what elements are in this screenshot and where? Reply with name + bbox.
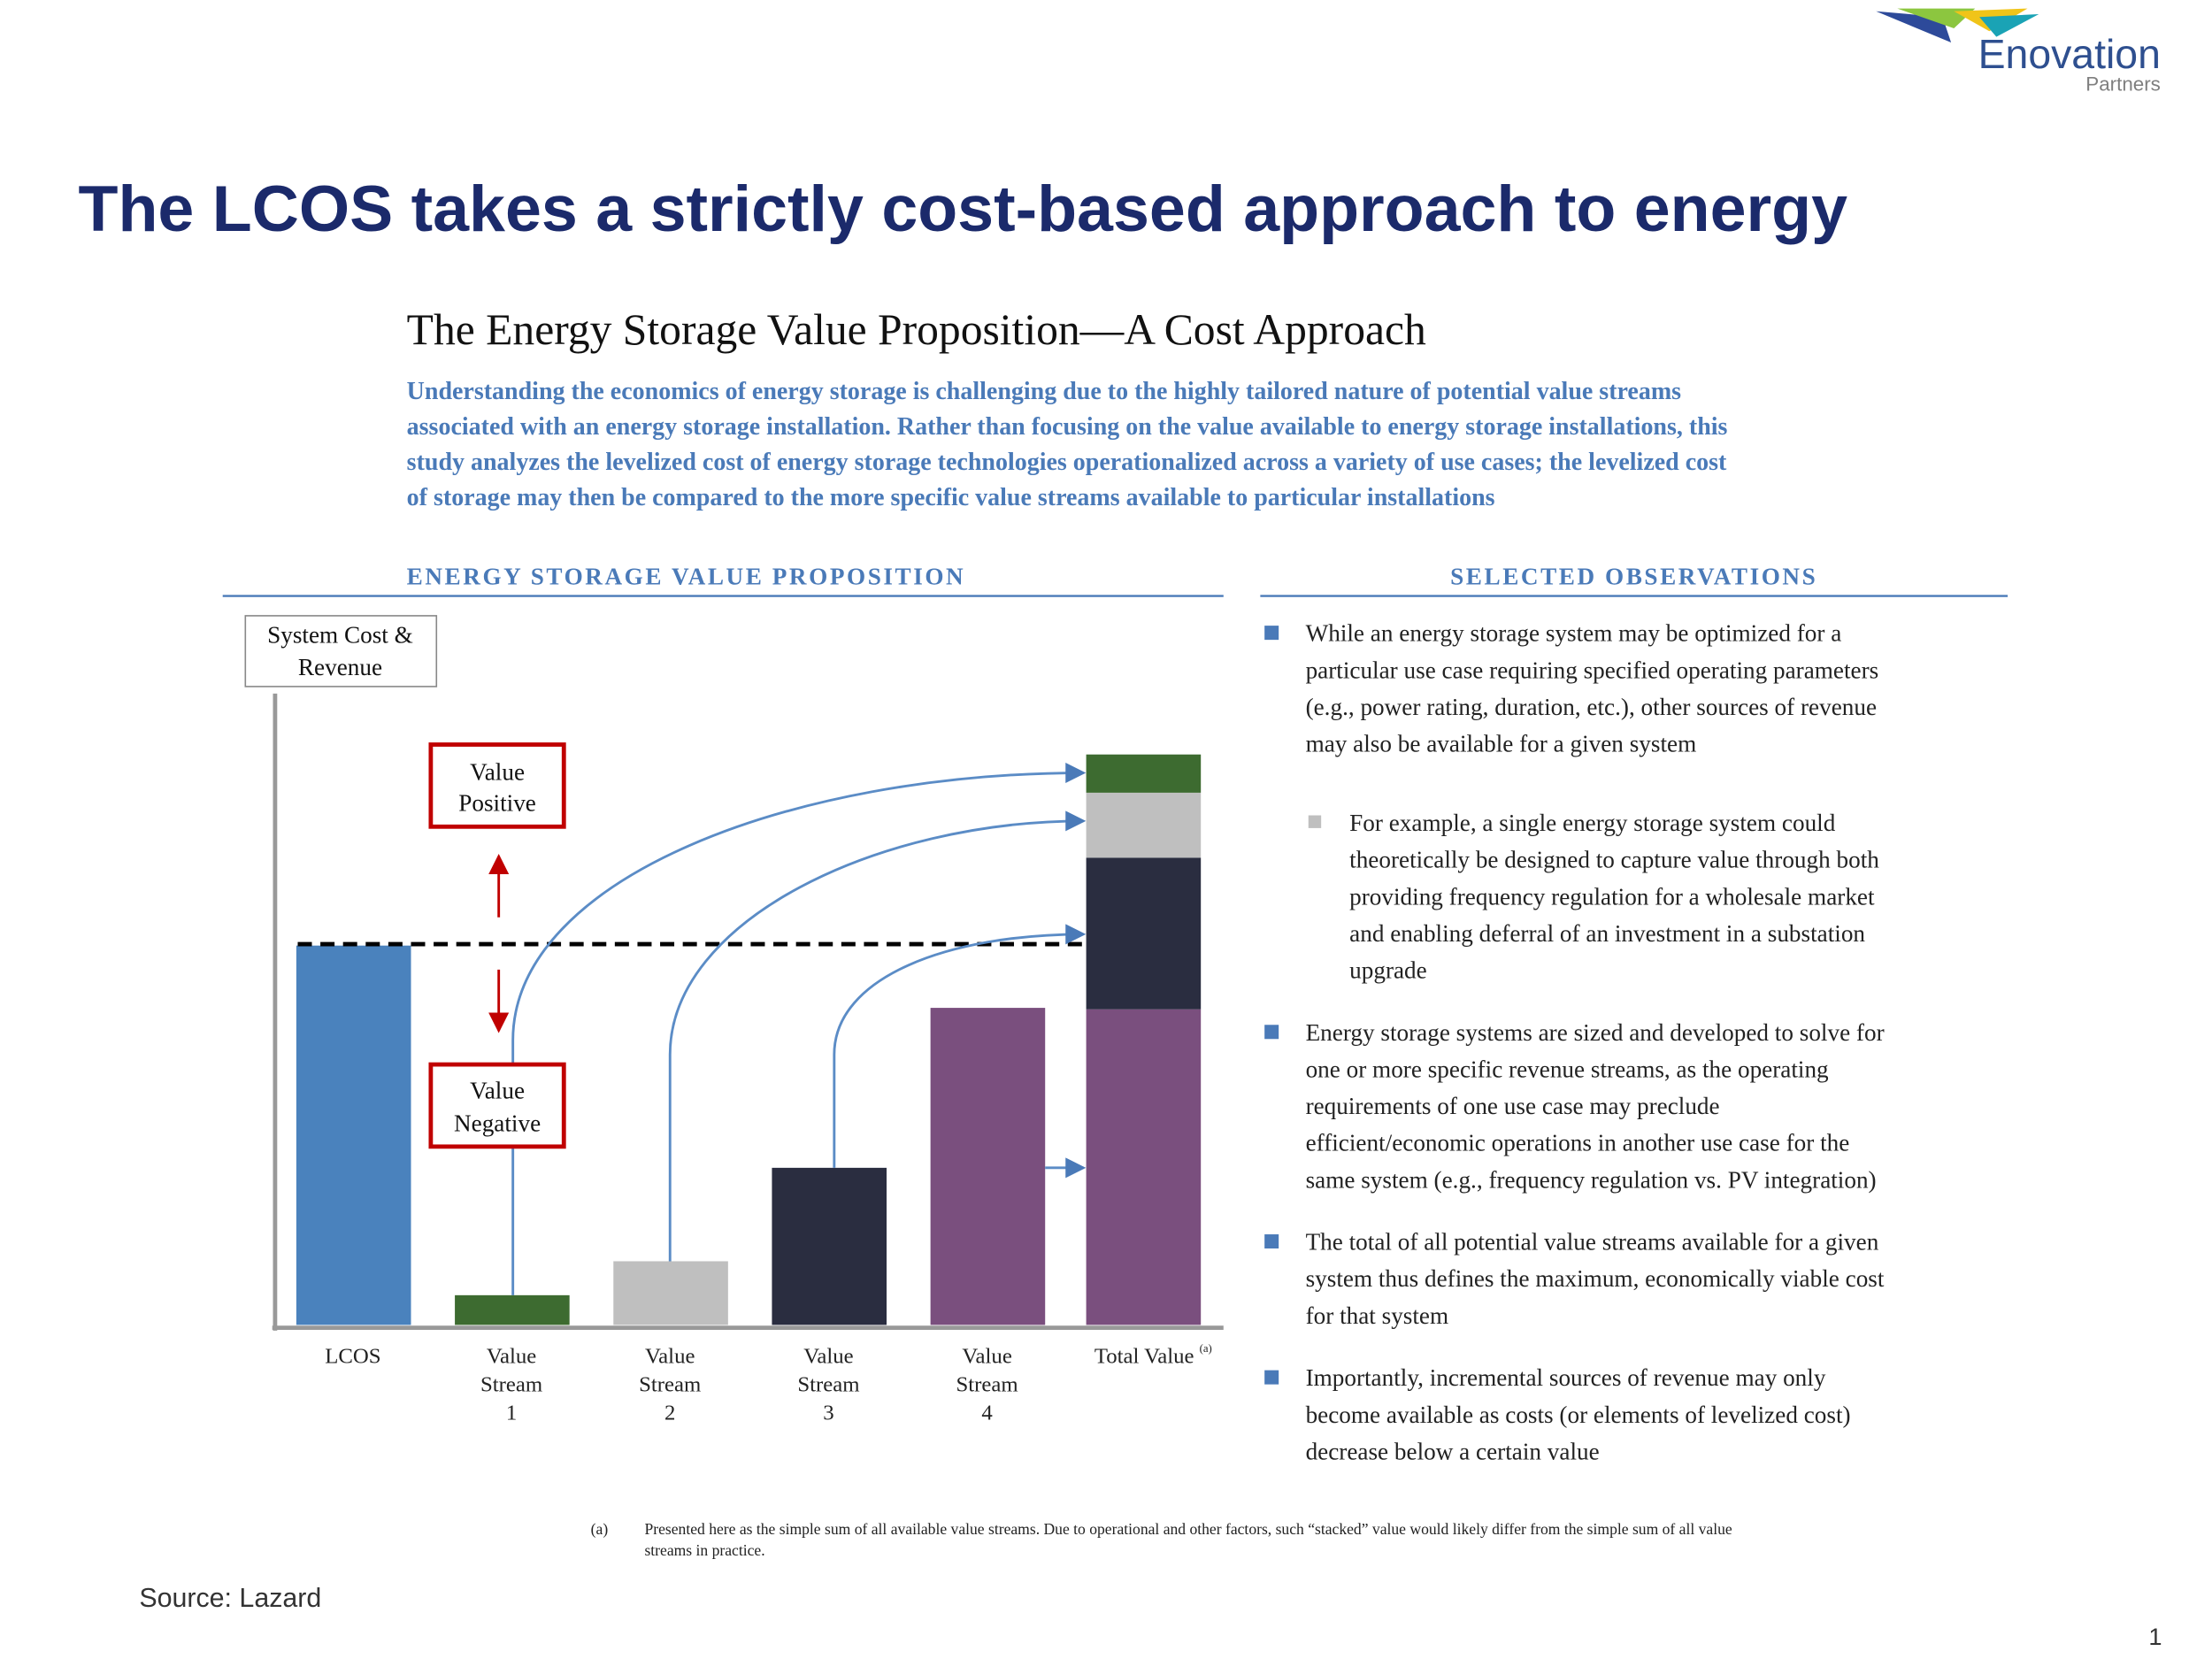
value-label: Negative (454, 1110, 541, 1136)
footnote-line: Presented here as the simple sum of all … (644, 1520, 1732, 1538)
intro-line: associated with an energy storage instal… (407, 413, 1728, 441)
bar (613, 1261, 728, 1325)
bar (930, 1008, 1046, 1325)
bar-segment (1086, 792, 1202, 858)
category-label: Value (962, 1345, 1011, 1369)
bullet (1264, 1370, 1279, 1385)
category-label: Value (803, 1345, 853, 1369)
superscript: (a) (1200, 1342, 1212, 1355)
logo: Enovation Partners (1876, 8, 2161, 95)
observation-line: system thus defines the maximum, economi… (1306, 1265, 1885, 1292)
observation-line: theoretically be designed to capture val… (1349, 847, 1879, 873)
figure-heading: The Energy Storage Value Proposition—A C… (407, 305, 1426, 354)
observation-line: decrease below a certain value (1306, 1438, 1600, 1464)
intro-line: Understanding the economics of energy st… (407, 378, 1681, 405)
observation-line: one or more specific revenue streams, as… (1306, 1056, 1829, 1082)
intro-line: of storage may then be compared to the m… (407, 484, 1495, 511)
category-label: Stream (956, 1373, 1018, 1397)
observation-line: upgrade (1349, 956, 1427, 983)
bar (772, 1167, 887, 1325)
logo-name: Enovation (1978, 31, 2161, 77)
category-label: Value (645, 1345, 695, 1369)
axis-label: System Cost & (267, 621, 413, 648)
category-label: LCOS (325, 1345, 380, 1369)
bar (455, 1294, 570, 1325)
category-label: 4 (981, 1402, 992, 1425)
flow-arrow (668, 810, 1087, 1262)
bar-segment (1086, 754, 1202, 793)
section-heading: ENERGY STORAGE VALUE PROPOSITION (407, 564, 966, 590)
slide-title: The LCOS takes a strictly cost-based app… (79, 172, 1848, 245)
flow-arrow (511, 762, 1087, 1295)
category-label: Stream (639, 1373, 701, 1397)
observation-line: Importantly, incremental sources of reve… (1306, 1364, 1826, 1391)
value-box (428, 1062, 566, 1149)
logo-swoosh (1979, 13, 2039, 37)
footnote-line: streams in practice. (644, 1541, 764, 1559)
bullet (1264, 1234, 1279, 1249)
observation-line: become available as costs (or elements o… (1306, 1402, 1851, 1428)
observation-line: for that system (1306, 1302, 1449, 1329)
section-heading: SELECTED OBSERVATIONS (1450, 564, 1817, 590)
value-box (428, 742, 566, 829)
observation-line: requirements of one use case may preclud… (1306, 1093, 1720, 1119)
category-label: Total Value (1094, 1345, 1194, 1369)
footnote-marker: (a) (591, 1520, 609, 1538)
observation-line: particular use case requiring specified … (1306, 657, 1879, 683)
bar (296, 945, 411, 1325)
logo-swoosh (1897, 8, 1976, 28)
intro-line: study analyzes the levelized cost of ene… (407, 449, 1727, 476)
observation-line: and enabling deferral of an investment i… (1349, 920, 1865, 947)
category-label: Value (487, 1345, 536, 1369)
bullet (1308, 815, 1322, 828)
source: Source: Lazard (139, 1583, 321, 1613)
category-label: 2 (664, 1402, 675, 1425)
category-label: 1 (506, 1402, 517, 1425)
observation-line: may also be available for a given system (1306, 731, 1697, 757)
observation-line: (e.g., power rating, duration, etc.), ot… (1306, 694, 1877, 720)
observation-line: While an energy storage system may be op… (1306, 620, 1842, 647)
value-label: Value (470, 759, 525, 786)
bullet (1264, 1025, 1279, 1040)
bar-segment (1086, 857, 1202, 1010)
bullet (1264, 626, 1279, 641)
axis-label-box (244, 615, 438, 687)
observation-line: The total of all potential value streams… (1306, 1229, 1879, 1256)
value-label: Value (470, 1077, 525, 1103)
page-number: 1 (2148, 1623, 2162, 1650)
observation-line: same system (e.g., frequency regulation … (1306, 1166, 1877, 1193)
observation-line: providing frequency regulation for a who… (1349, 883, 1875, 910)
bar-segment (1086, 1009, 1202, 1325)
category-label: 3 (823, 1402, 833, 1425)
value-label: Positive (458, 790, 536, 817)
flow-arrow (833, 924, 1087, 1168)
observation-line: For example, a single energy storage sys… (1349, 810, 1836, 836)
axis-label: Revenue (298, 654, 382, 680)
logo-sub: Partners (2085, 73, 2161, 95)
category-label: Stream (797, 1373, 859, 1397)
observation-line: Energy storage systems are sized and dev… (1306, 1019, 1885, 1046)
diagram (244, 615, 1224, 1331)
category-label: Stream (480, 1373, 542, 1397)
observation-line: efficient/economic operations in another… (1306, 1130, 1850, 1156)
